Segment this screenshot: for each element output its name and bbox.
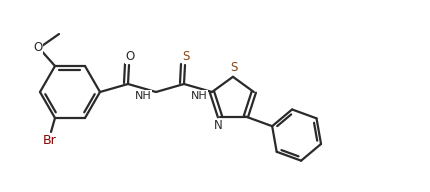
Text: NH: NH	[134, 91, 151, 101]
Text: N: N	[213, 119, 222, 132]
Text: S: S	[230, 61, 237, 74]
Text: S: S	[182, 50, 189, 64]
Text: O: O	[33, 41, 43, 54]
Text: O: O	[125, 50, 134, 64]
Text: NH: NH	[190, 91, 207, 101]
Text: Br: Br	[43, 134, 57, 147]
